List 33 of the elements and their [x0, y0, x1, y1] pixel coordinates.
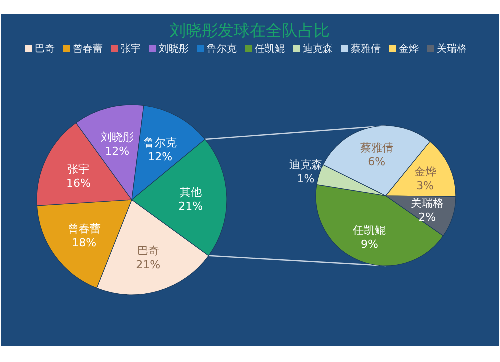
slice-label: 巴奇 — [137, 244, 160, 258]
slice-label: 曾春蕾 — [68, 222, 101, 236]
slice-label: 关瑞格 — [410, 197, 444, 210]
slice-label: 刘晓彤 — [100, 130, 134, 144]
data-label: 6% — [368, 156, 386, 169]
slice-label: 任凯鲲 — [352, 224, 386, 238]
legend-label: 张宇 — [121, 43, 141, 55]
data-label: 21% — [178, 200, 204, 214]
legend-label: 关瑞格 — [437, 43, 467, 55]
data-label: 12% — [105, 144, 130, 158]
data-label: 18% — [72, 236, 97, 250]
legend-label: 巴奇 — [35, 44, 55, 55]
slice-label: 金烨 — [414, 166, 436, 179]
data-label: 12% — [148, 150, 173, 164]
slice-label: 迪克森 — [290, 158, 323, 172]
legend-label: 鲁尔克 — [207, 43, 237, 55]
chart-title: 刘晓彤发球在全队占比 — [170, 21, 330, 40]
legend-label: 任凯鲲 — [254, 43, 285, 55]
slice-label: 张宇 — [68, 162, 90, 176]
data-label: 16% — [66, 176, 91, 190]
legend-label: 蔡雅倩 — [351, 43, 381, 55]
data-label: 2% — [418, 211, 436, 224]
slice-label: 鲁尔克 — [144, 136, 177, 150]
data-label: 21% — [136, 258, 161, 272]
data-label: 3% — [416, 180, 434, 193]
legend-label: 曾春蕾 — [73, 43, 103, 55]
slice-label: 其他 — [180, 186, 202, 200]
legend-label: 金烨 — [399, 43, 419, 55]
legend-label: 迪克森 — [303, 43, 333, 55]
data-label: 1% — [297, 172, 315, 186]
slice-label: 蔡雅倩 — [360, 142, 394, 155]
data-label: 9% — [360, 238, 378, 252]
legend-label: 刘晓彤 — [159, 43, 189, 55]
